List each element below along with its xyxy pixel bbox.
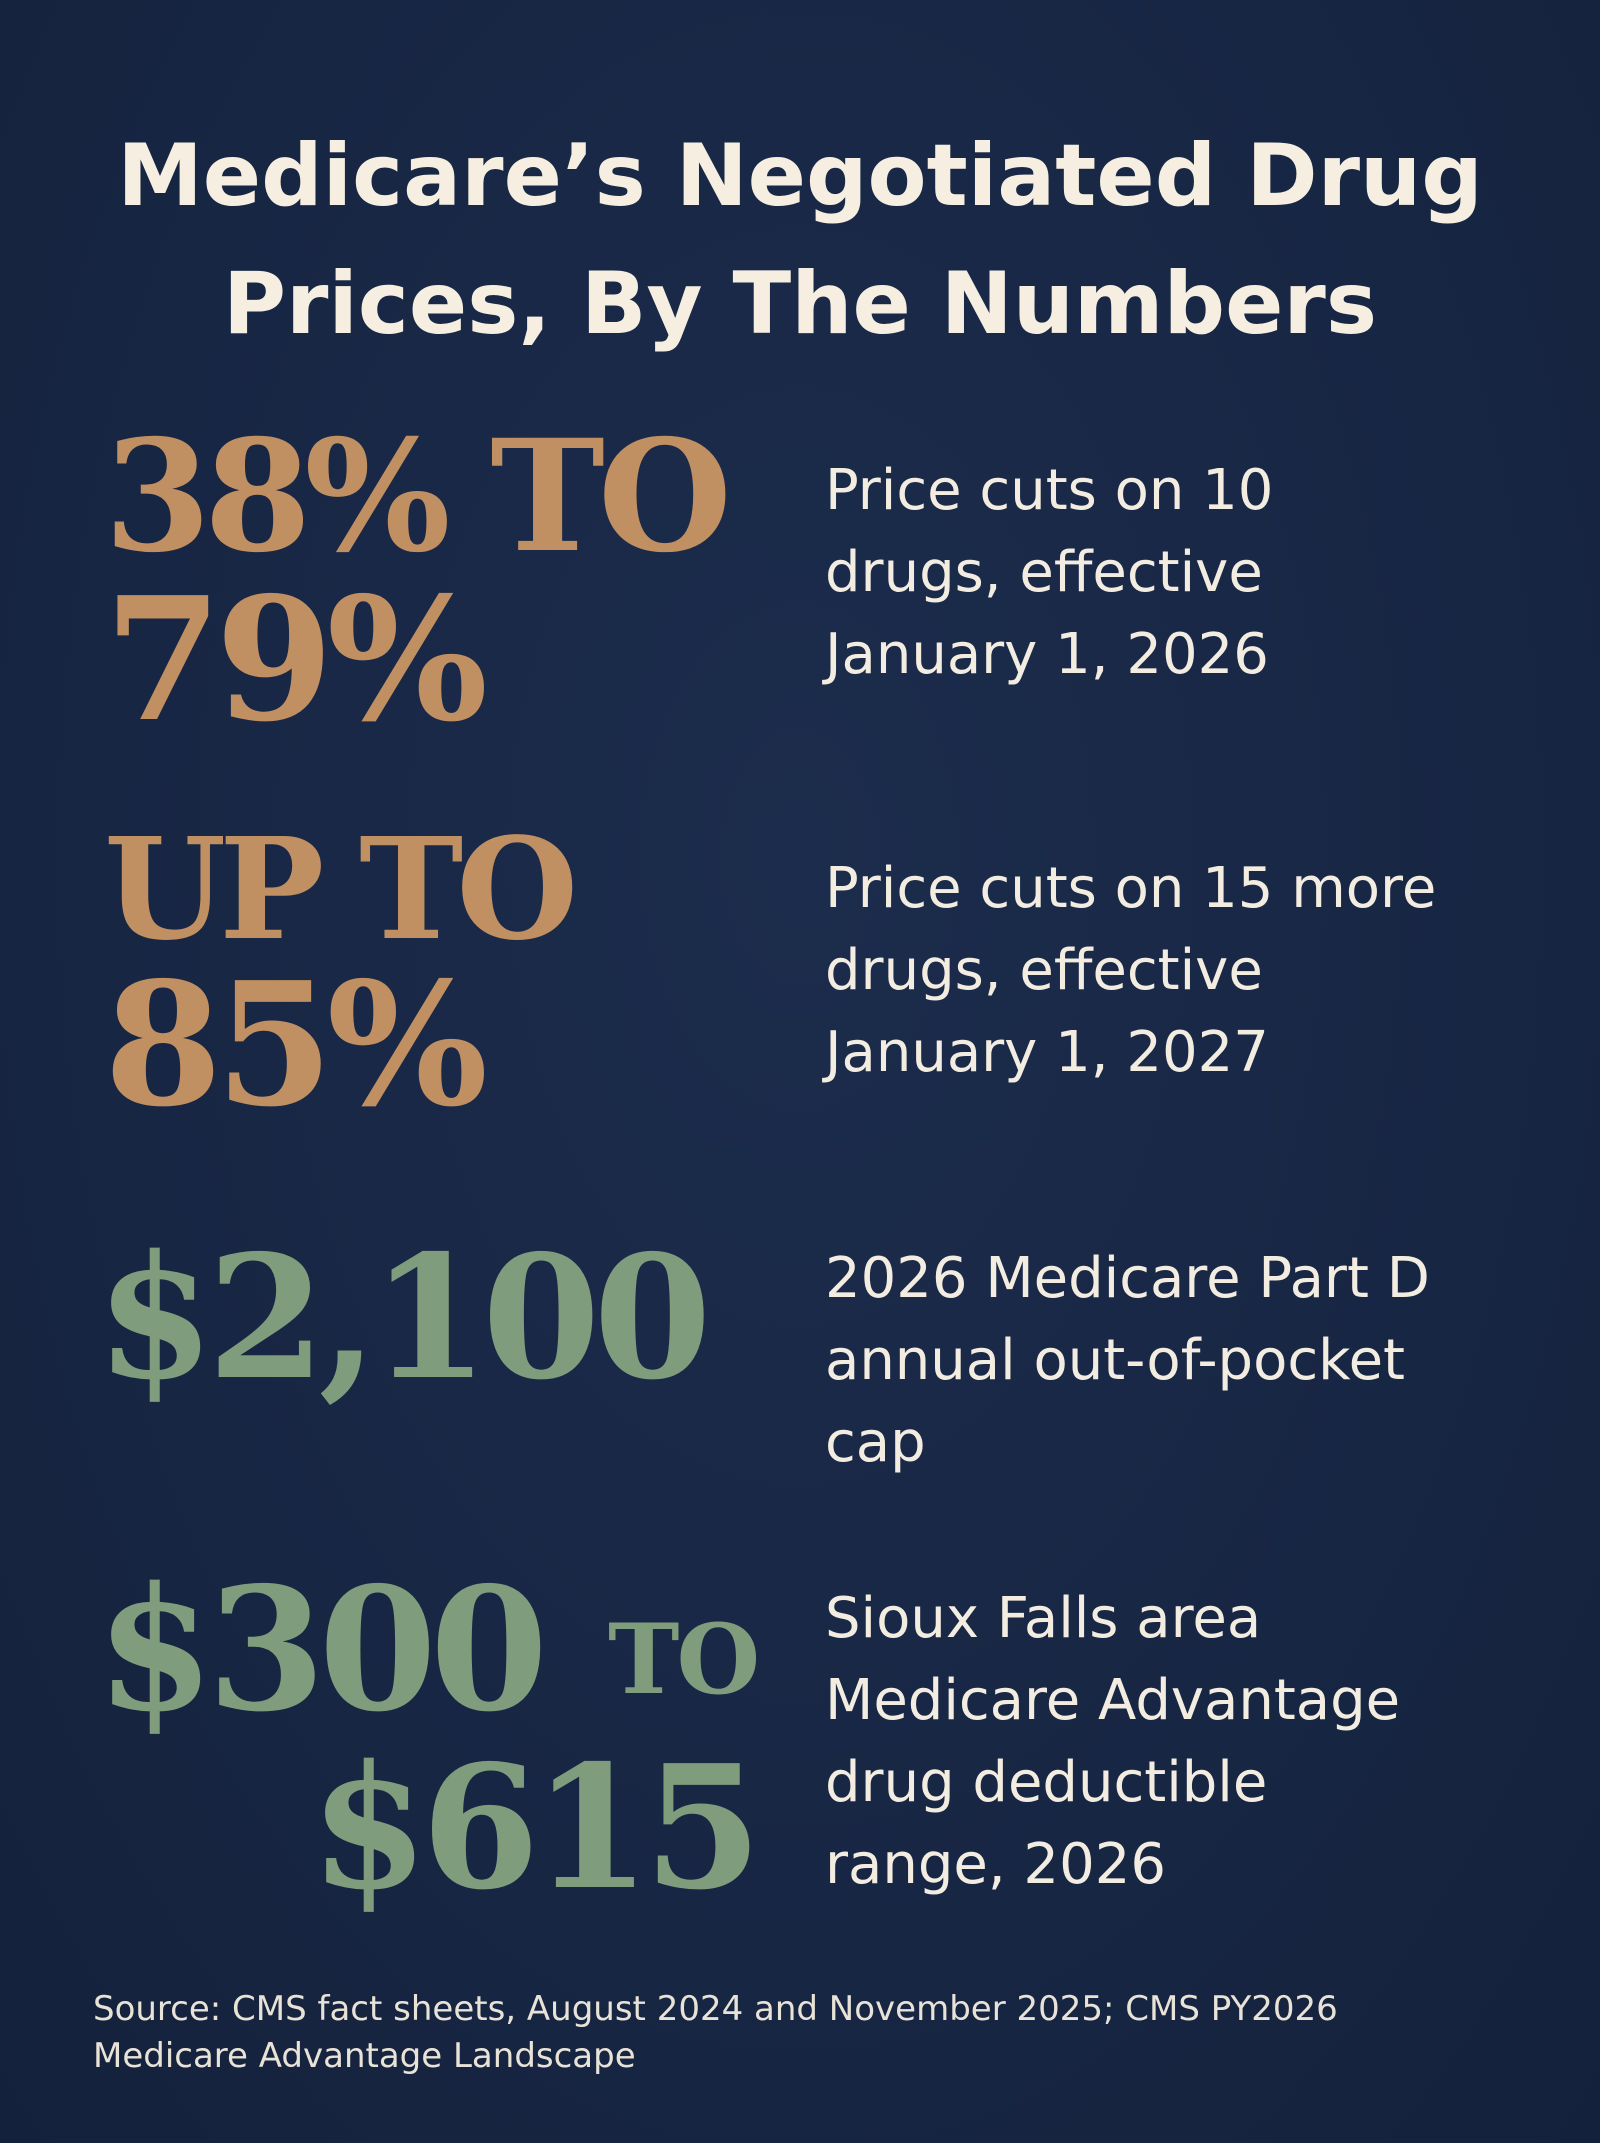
stat-4-desc-line-2: Medicare Advantage — [825, 1668, 1401, 1733]
stat-2-desc-line-2: drugs, effective — [825, 938, 1263, 1003]
source-line-2: Medicare Advantage Landscape — [93, 2036, 636, 2076]
stat-3-desc-line-2: annual out-of-pocket — [825, 1328, 1405, 1393]
stat-1-value-line-2: 79% — [104, 560, 488, 760]
stat-4-desc-line-4: range, 2026 — [825, 1832, 1166, 1897]
stat-1-description: Price cuts on 10 drugs, effective Januar… — [825, 450, 1565, 696]
stat-3-desc-line-3: cap — [825, 1410, 926, 1475]
stat-1-value-line-1: 38% TO — [104, 406, 732, 587]
stat-4-value-b: $615 — [310, 1728, 762, 1928]
stat-4-description: Sioux Falls area Medicare Advantage drug… — [825, 1578, 1565, 1906]
stat-1-desc-line-2: drugs, effective — [825, 540, 1263, 605]
stat-3-value: $2,100 — [96, 1218, 712, 1418]
title-line-1: Medicare’s Negotiated Drug — [117, 126, 1483, 226]
source-line-1: Source: CMS fact sheets, August 2024 and… — [93, 1989, 1338, 2029]
stat-2-value-line-1: UP TO — [104, 808, 578, 972]
stat-2-desc-line-3: January 1, 2027 — [825, 1020, 1269, 1085]
stat-3-description: 2026 Medicare Part D annual out-of-pocke… — [825, 1238, 1565, 1484]
stat-2-desc-line-1: Price cuts on 15 more — [825, 856, 1437, 921]
page-title: Medicare’s Negotiated Drug Prices, By Th… — [0, 112, 1600, 368]
stat-4-desc-line-1: Sioux Falls area — [825, 1586, 1262, 1651]
stat-4-connector: TO — [608, 1603, 760, 1716]
title-line-2: Prices, By The Numbers — [222, 254, 1378, 354]
stat-2-description: Price cuts on 15 more drugs, effective J… — [825, 848, 1565, 1094]
stat-1-desc-line-1: Price cuts on 10 — [825, 458, 1274, 523]
stat-4-value-a: $300 — [96, 1550, 548, 1750]
stat-1-desc-line-3: January 1, 2026 — [825, 622, 1269, 687]
source-citation: Source: CMS fact sheets, August 2024 and… — [93, 1986, 1513, 2080]
stat-3-desc-line-1: 2026 Medicare Part D — [825, 1246, 1430, 1311]
stat-2-value-line-2: 85% — [104, 945, 488, 1145]
stat-4-desc-line-3: drug deductible — [825, 1750, 1268, 1815]
